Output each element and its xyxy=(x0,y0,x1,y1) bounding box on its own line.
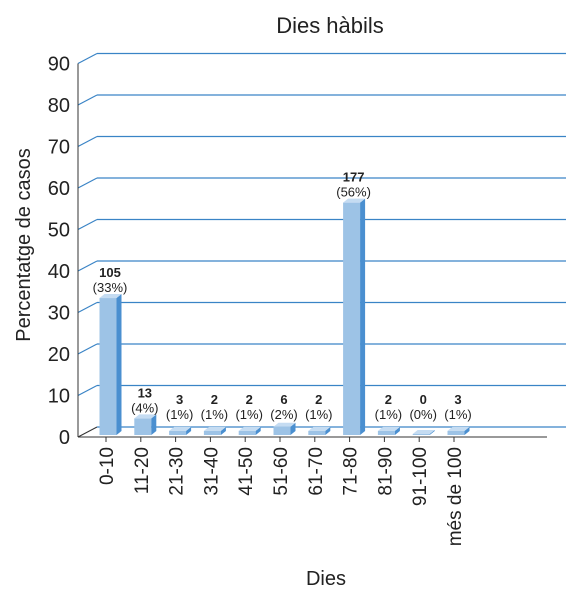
y-tick-label: 30 xyxy=(48,303,70,325)
y-tick-label: 20 xyxy=(48,344,70,366)
x-tick-label: 11-20 xyxy=(132,447,153,494)
count-label: 3 xyxy=(176,392,183,407)
gridline-diagonal xyxy=(77,218,98,231)
gridline-diagonal xyxy=(77,52,98,65)
y-tick-label: 70 xyxy=(48,137,70,159)
bar-top xyxy=(308,426,331,431)
y-tick-label: 90 xyxy=(48,54,70,76)
count-label: 13 xyxy=(138,385,152,400)
percent-label: (2%) xyxy=(270,407,297,422)
x-tick-label: 71-80 xyxy=(341,447,362,496)
count-label: 2 xyxy=(246,392,253,407)
count-label: 177 xyxy=(343,170,365,185)
bar-side xyxy=(290,422,296,435)
bar-side xyxy=(464,426,470,435)
bar-top xyxy=(412,430,435,434)
bar-top xyxy=(238,426,261,431)
percent-label: (1%) xyxy=(235,407,262,422)
bar-top xyxy=(134,414,157,419)
x-tick-label: 51-60 xyxy=(271,447,292,496)
gridline-diagonal xyxy=(77,135,98,148)
percent-label: (1%) xyxy=(444,407,471,422)
bar-side xyxy=(360,198,366,435)
y-tick-label: 80 xyxy=(48,95,70,117)
bar-top xyxy=(99,294,122,299)
count-label: 2 xyxy=(315,392,322,407)
bar xyxy=(273,426,291,435)
y-axis-title: Percentatge de casos xyxy=(13,148,35,341)
bar xyxy=(169,430,187,435)
x-tick-label: 91-100 xyxy=(410,447,431,506)
y-tick-label: 0 xyxy=(59,427,70,449)
bar-side xyxy=(429,430,435,435)
count-label: 3 xyxy=(454,392,461,407)
percent-label: (1%) xyxy=(305,407,332,422)
gridline-diagonal xyxy=(77,343,98,355)
bar xyxy=(238,430,256,435)
chart-title: Dies hàbils xyxy=(276,13,384,38)
bar-side xyxy=(186,426,192,435)
x-tick-label: més de 100 xyxy=(445,447,466,546)
bar xyxy=(412,434,430,435)
bar xyxy=(447,430,465,435)
percent-label: (4%) xyxy=(131,400,158,415)
bar xyxy=(134,418,152,435)
bar-top xyxy=(447,426,470,431)
floor-diagonal xyxy=(77,426,98,438)
bar xyxy=(308,430,326,435)
gridline-diagonal xyxy=(77,301,98,314)
y-tick-label: 40 xyxy=(48,261,70,283)
count-label: 6 xyxy=(280,392,287,407)
x-tick-label: 61-70 xyxy=(306,447,327,496)
bar-side xyxy=(255,426,261,435)
grid-layer xyxy=(77,52,566,397)
x-tick-label: 81-90 xyxy=(375,447,396,496)
x-tick-label: 41-50 xyxy=(236,447,257,496)
bar-side xyxy=(151,414,157,435)
count-label: 2 xyxy=(211,392,218,407)
bar xyxy=(99,298,117,435)
bar-layer xyxy=(99,198,470,435)
bar-top xyxy=(377,426,400,431)
x-axis-title: Dies xyxy=(306,568,346,590)
y-tick-label: 60 xyxy=(48,178,70,200)
count-label: 105 xyxy=(99,265,121,280)
bar-top xyxy=(343,198,366,203)
percent-label: (1%) xyxy=(166,407,193,422)
y-tick-label: 50 xyxy=(48,220,70,242)
percent-label: (33%) xyxy=(93,280,128,295)
gridline-diagonal xyxy=(77,260,98,272)
count-label: 2 xyxy=(385,392,392,407)
gridline-diagonal xyxy=(77,94,98,106)
gridline-diagonal xyxy=(77,177,98,189)
percent-label: (1%) xyxy=(375,407,402,422)
percent-label: (1%) xyxy=(201,407,228,422)
bar-top xyxy=(203,426,226,431)
bar xyxy=(343,202,361,435)
bar-top xyxy=(273,422,296,427)
bar xyxy=(203,430,221,435)
percent-label: (56%) xyxy=(336,185,371,200)
percent-label: (0%) xyxy=(409,407,436,422)
bar-side xyxy=(325,426,331,435)
y-tick-label: 10 xyxy=(48,386,70,408)
bar xyxy=(377,430,395,435)
x-tick-label: 0-10 xyxy=(97,447,118,485)
x-tick-label: 31-40 xyxy=(201,447,222,496)
label-layer: (33%)105(4%)13(1%)3(1%)2(1%)2(2%)6(1%)2(… xyxy=(93,170,472,422)
count-label: 0 xyxy=(420,392,427,407)
bar-side xyxy=(220,426,226,435)
gridline-diagonal xyxy=(77,384,98,397)
bar-side xyxy=(394,426,400,435)
x-tick-label: 21-30 xyxy=(167,447,188,496)
bar-top xyxy=(169,426,192,431)
bar-side xyxy=(116,294,122,435)
